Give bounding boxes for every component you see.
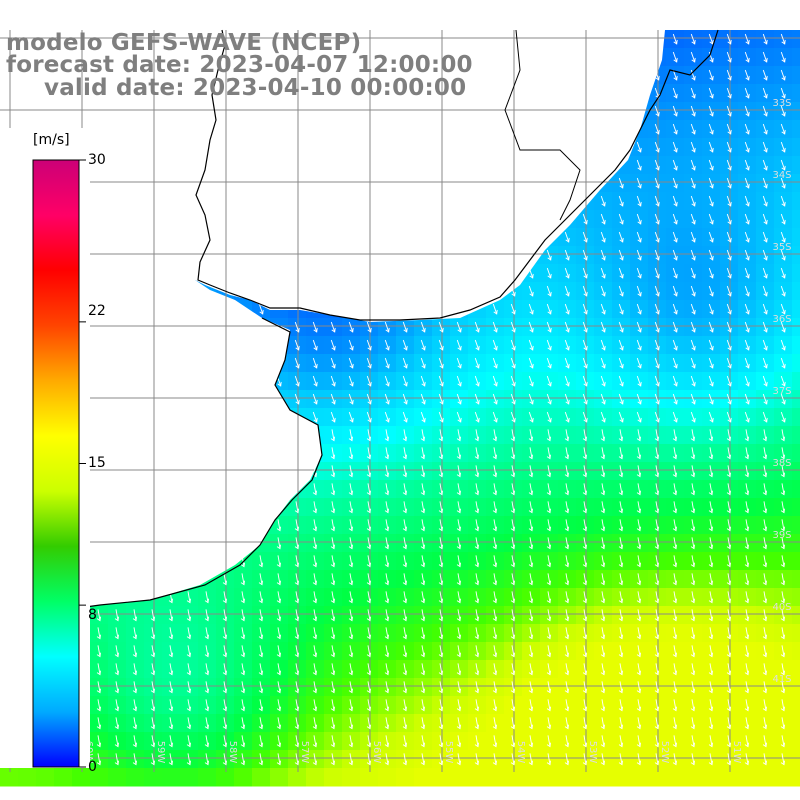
valid-date: valid date: 2023-04-10 00:00:00 [44,75,467,101]
lon-label: 55W [443,741,454,764]
lat-label: 34S [772,170,791,181]
colorbar-tick-0: 0 [88,759,97,775]
colorbar-unit: [m/s] [33,132,70,148]
lat-label: 35S [772,242,791,253]
lat-label: 39S [772,530,791,541]
lon-label: 53W [587,741,598,764]
colorbar-tick-30: 30 [88,152,106,168]
colorbar-gradient [32,159,80,768]
colorbar [0,128,90,768]
wind-arrows [6,33,786,766]
lon-label: 57W [299,741,310,764]
colorbar-tick-8: 8 [88,607,97,623]
lat-label: 38S [772,458,791,469]
lat-label: 37S [772,386,791,397]
colorbar-tick-15: 15 [88,455,106,471]
lat-label: 36S [772,314,791,325]
lat-label: 40S [772,602,791,613]
lon-label: 58W [227,741,238,764]
forecast-date: forecast date: 2023-04-07 12:00:00 [6,52,473,78]
lat-label: 41S [772,674,791,685]
lon-label: 51W [731,741,742,764]
lon-label: 56W [371,741,382,764]
lon-label: 52W [659,741,670,764]
coastline [0,29,719,626]
model-title: modelo GEFS-WAVE (NCEP) [6,30,362,56]
lat-label: 33S [772,98,791,109]
lon-label: 54W [515,741,526,764]
colorbar-tick-22: 22 [88,303,106,319]
lon-label: 59W [155,741,166,764]
